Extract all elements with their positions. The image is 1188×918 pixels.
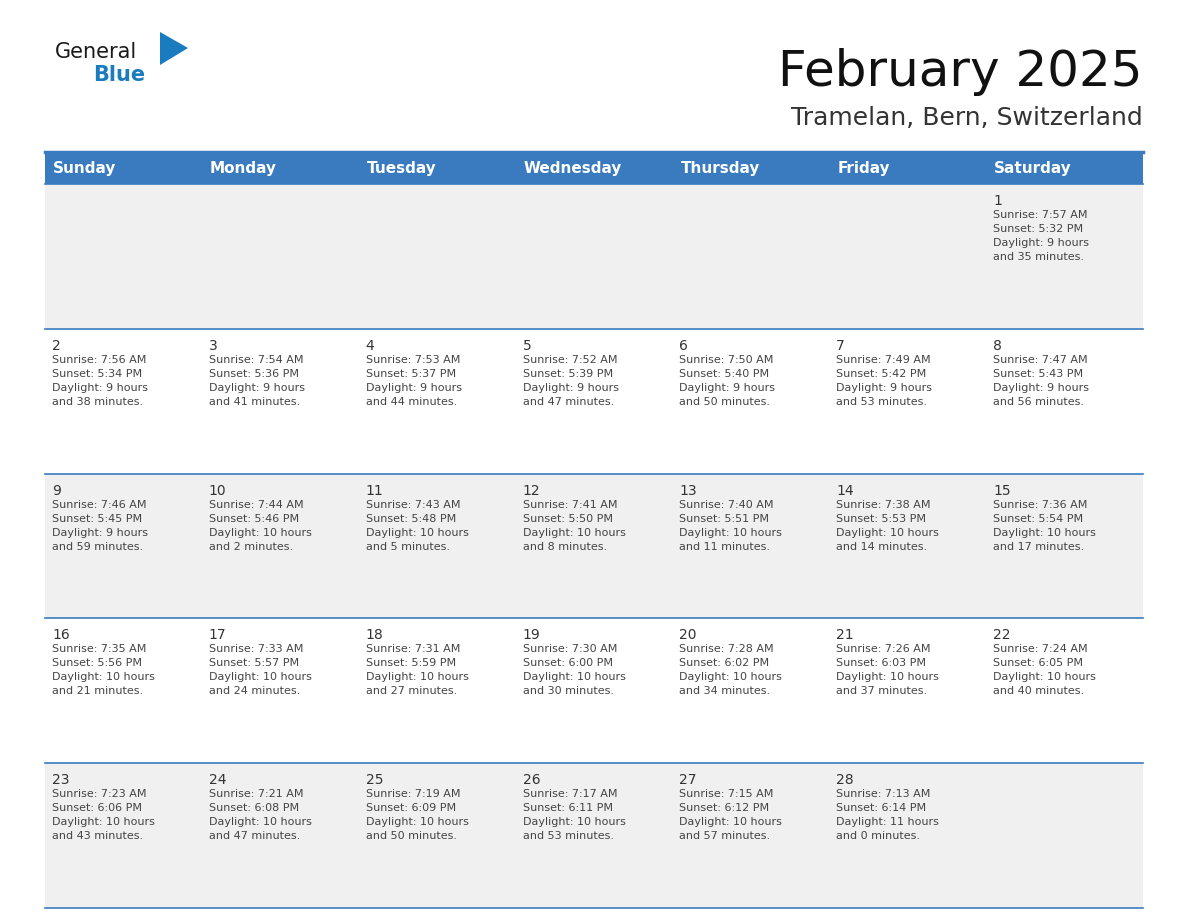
Text: Sunrise: 7:21 AM
Sunset: 6:08 PM
Daylight: 10 hours
and 47 minutes.: Sunrise: 7:21 AM Sunset: 6:08 PM Dayligh… [209, 789, 311, 841]
Text: Sunrise: 7:47 AM
Sunset: 5:43 PM
Daylight: 9 hours
and 56 minutes.: Sunrise: 7:47 AM Sunset: 5:43 PM Dayligh… [993, 354, 1089, 407]
Bar [45, 763, 1143, 908]
Text: Sunrise: 7:44 AM
Sunset: 5:46 PM
Daylight: 10 hours
and 2 minutes.: Sunrise: 7:44 AM Sunset: 5:46 PM Dayligh… [209, 499, 311, 552]
Bar [45, 474, 1143, 619]
Text: 21: 21 [836, 629, 854, 643]
Text: Sunrise: 7:19 AM
Sunset: 6:09 PM
Daylight: 10 hours
and 50 minutes.: Sunrise: 7:19 AM Sunset: 6:09 PM Dayligh… [366, 789, 468, 841]
Text: February 2025: February 2025 [778, 48, 1143, 96]
Text: Sunrise: 7:35 AM
Sunset: 5:56 PM
Daylight: 10 hours
and 21 minutes.: Sunrise: 7:35 AM Sunset: 5:56 PM Dayligh… [52, 644, 154, 697]
Text: Sunrise: 7:36 AM
Sunset: 5:54 PM
Daylight: 10 hours
and 17 minutes.: Sunrise: 7:36 AM Sunset: 5:54 PM Dayligh… [993, 499, 1097, 552]
Text: Sunrise: 7:26 AM
Sunset: 6:03 PM
Daylight: 10 hours
and 37 minutes.: Sunrise: 7:26 AM Sunset: 6:03 PM Dayligh… [836, 644, 940, 697]
Bar [45, 152, 202, 184]
Text: 28: 28 [836, 773, 854, 788]
Text: Sunrise: 7:33 AM
Sunset: 5:57 PM
Daylight: 10 hours
and 24 minutes.: Sunrise: 7:33 AM Sunset: 5:57 PM Dayligh… [209, 644, 311, 697]
Text: 15: 15 [993, 484, 1011, 498]
Text: 20: 20 [680, 629, 697, 643]
Text: Sunrise: 7:13 AM
Sunset: 6:14 PM
Daylight: 11 hours
and 0 minutes.: Sunrise: 7:13 AM Sunset: 6:14 PM Dayligh… [836, 789, 940, 841]
Text: 7: 7 [836, 339, 845, 353]
Text: Sunrise: 7:23 AM
Sunset: 6:06 PM
Daylight: 10 hours
and 43 minutes.: Sunrise: 7:23 AM Sunset: 6:06 PM Dayligh… [52, 789, 154, 841]
Text: 4: 4 [366, 339, 374, 353]
Text: 26: 26 [523, 773, 541, 788]
Text: Sunrise: 7:24 AM
Sunset: 6:05 PM
Daylight: 10 hours
and 40 minutes.: Sunrise: 7:24 AM Sunset: 6:05 PM Dayligh… [993, 644, 1097, 697]
Text: Sunrise: 7:28 AM
Sunset: 6:02 PM
Daylight: 10 hours
and 34 minutes.: Sunrise: 7:28 AM Sunset: 6:02 PM Dayligh… [680, 644, 783, 697]
Bar [516, 152, 672, 184]
Text: Sunrise: 7:53 AM
Sunset: 5:37 PM
Daylight: 9 hours
and 44 minutes.: Sunrise: 7:53 AM Sunset: 5:37 PM Dayligh… [366, 354, 462, 407]
Text: Wednesday: Wednesday [524, 161, 623, 175]
Text: Sunrise: 7:52 AM
Sunset: 5:39 PM
Daylight: 9 hours
and 47 minutes.: Sunrise: 7:52 AM Sunset: 5:39 PM Dayligh… [523, 354, 619, 407]
Bar [45, 184, 1143, 329]
Text: Saturday: Saturday [994, 161, 1072, 175]
Text: 11: 11 [366, 484, 384, 498]
Text: Tramelan, Bern, Switzerland: Tramelan, Bern, Switzerland [791, 106, 1143, 130]
Text: Blue: Blue [93, 65, 145, 85]
Text: 18: 18 [366, 629, 384, 643]
Text: Tuesday: Tuesday [367, 161, 436, 175]
Text: Sunrise: 7:56 AM
Sunset: 5:34 PM
Daylight: 9 hours
and 38 minutes.: Sunrise: 7:56 AM Sunset: 5:34 PM Dayligh… [52, 354, 148, 407]
Text: 5: 5 [523, 339, 531, 353]
Bar [672, 152, 829, 184]
Text: Sunrise: 7:17 AM
Sunset: 6:11 PM
Daylight: 10 hours
and 53 minutes.: Sunrise: 7:17 AM Sunset: 6:11 PM Dayligh… [523, 789, 625, 841]
Text: Sunrise: 7:57 AM
Sunset: 5:32 PM
Daylight: 9 hours
and 35 minutes.: Sunrise: 7:57 AM Sunset: 5:32 PM Dayligh… [993, 210, 1089, 262]
Text: 1: 1 [993, 194, 1001, 208]
Text: 6: 6 [680, 339, 688, 353]
Text: 9: 9 [52, 484, 61, 498]
Text: Sunrise: 7:54 AM
Sunset: 5:36 PM
Daylight: 9 hours
and 41 minutes.: Sunrise: 7:54 AM Sunset: 5:36 PM Dayligh… [209, 354, 305, 407]
Text: Sunrise: 7:43 AM
Sunset: 5:48 PM
Daylight: 10 hours
and 5 minutes.: Sunrise: 7:43 AM Sunset: 5:48 PM Dayligh… [366, 499, 468, 552]
Text: 13: 13 [680, 484, 697, 498]
Text: 16: 16 [52, 629, 70, 643]
Text: 3: 3 [209, 339, 217, 353]
Polygon shape [160, 32, 188, 65]
Text: Sunrise: 7:30 AM
Sunset: 6:00 PM
Daylight: 10 hours
and 30 minutes.: Sunrise: 7:30 AM Sunset: 6:00 PM Dayligh… [523, 644, 625, 697]
Text: 19: 19 [523, 629, 541, 643]
Text: General: General [55, 42, 138, 62]
Text: Sunrise: 7:38 AM
Sunset: 5:53 PM
Daylight: 10 hours
and 14 minutes.: Sunrise: 7:38 AM Sunset: 5:53 PM Dayligh… [836, 499, 940, 552]
Text: Friday: Friday [838, 161, 890, 175]
Text: Sunrise: 7:41 AM
Sunset: 5:50 PM
Daylight: 10 hours
and 8 minutes.: Sunrise: 7:41 AM Sunset: 5:50 PM Dayligh… [523, 499, 625, 552]
Bar [202, 152, 359, 184]
Text: Sunrise: 7:15 AM
Sunset: 6:12 PM
Daylight: 10 hours
and 57 minutes.: Sunrise: 7:15 AM Sunset: 6:12 PM Dayligh… [680, 789, 783, 841]
Text: 2: 2 [52, 339, 61, 353]
Text: Sunrise: 7:46 AM
Sunset: 5:45 PM
Daylight: 9 hours
and 59 minutes.: Sunrise: 7:46 AM Sunset: 5:45 PM Dayligh… [52, 499, 148, 552]
Text: Sunday: Sunday [53, 161, 116, 175]
Text: 14: 14 [836, 484, 854, 498]
Text: 23: 23 [52, 773, 70, 788]
Text: 27: 27 [680, 773, 697, 788]
Text: 24: 24 [209, 773, 227, 788]
Bar [45, 619, 1143, 763]
Text: 8: 8 [993, 339, 1001, 353]
Text: 10: 10 [209, 484, 227, 498]
Text: Thursday: Thursday [681, 161, 760, 175]
Text: 22: 22 [993, 629, 1011, 643]
Text: Sunrise: 7:40 AM
Sunset: 5:51 PM
Daylight: 10 hours
and 11 minutes.: Sunrise: 7:40 AM Sunset: 5:51 PM Dayligh… [680, 499, 783, 552]
Bar [829, 152, 986, 184]
Text: Sunrise: 7:49 AM
Sunset: 5:42 PM
Daylight: 9 hours
and 53 minutes.: Sunrise: 7:49 AM Sunset: 5:42 PM Dayligh… [836, 354, 933, 407]
Text: Monday: Monday [210, 161, 277, 175]
Text: Sunrise: 7:50 AM
Sunset: 5:40 PM
Daylight: 9 hours
and 50 minutes.: Sunrise: 7:50 AM Sunset: 5:40 PM Dayligh… [680, 354, 776, 407]
Text: 17: 17 [209, 629, 227, 643]
Text: Sunrise: 7:31 AM
Sunset: 5:59 PM
Daylight: 10 hours
and 27 minutes.: Sunrise: 7:31 AM Sunset: 5:59 PM Dayligh… [366, 644, 468, 697]
Text: 25: 25 [366, 773, 384, 788]
Bar [359, 152, 516, 184]
Bar [986, 152, 1143, 184]
Text: 12: 12 [523, 484, 541, 498]
Bar [45, 329, 1143, 474]
